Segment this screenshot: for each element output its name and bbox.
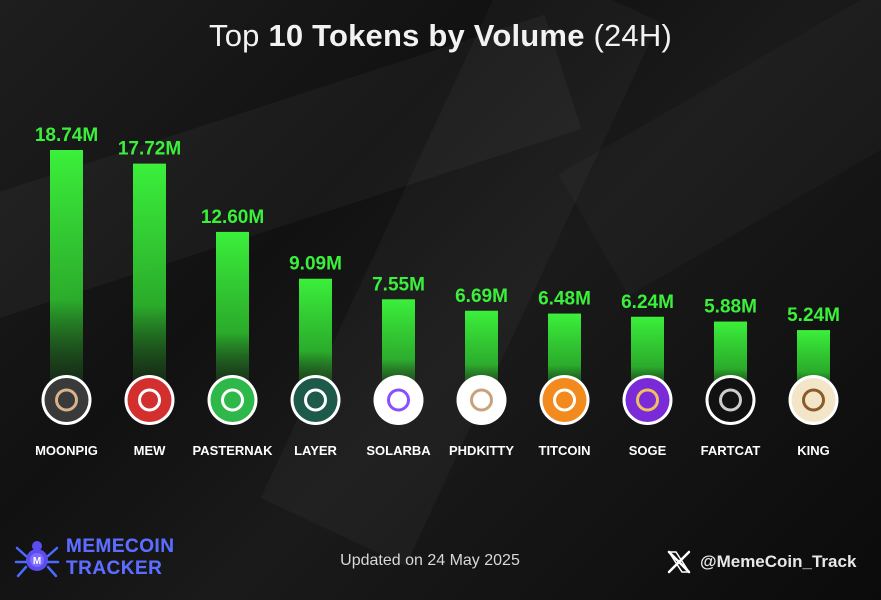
layer-icon: [290, 375, 341, 425]
titcoin-icon: [539, 375, 590, 425]
mew-icon: [124, 375, 175, 425]
svg-text:M: M: [33, 556, 41, 567]
category-label: LAYER: [294, 443, 337, 458]
value-label: 7.55M: [372, 274, 425, 295]
category-label: KING: [797, 443, 830, 458]
fartcat-icon: [705, 375, 756, 425]
category-label: SOGE: [629, 443, 667, 458]
title-light: Top: [209, 18, 260, 53]
value-label: 6.24M: [621, 292, 674, 313]
value-label: 17.72M: [118, 139, 181, 160]
bar-mew: [133, 163, 166, 400]
category-label: MEW: [134, 443, 167, 458]
bar-moonpig: [50, 150, 83, 400]
phdkitty-icon: [456, 375, 507, 425]
category-label: MOONPIG: [35, 443, 98, 458]
value-label: 6.48M: [538, 289, 591, 310]
value-label: 12.60M: [201, 207, 264, 228]
bar-pasternak: [216, 231, 249, 400]
category-label: TITCOIN: [539, 443, 591, 458]
value-label: 6.69M: [455, 286, 508, 307]
solarba-icon: [373, 375, 424, 425]
title-bold: 10 Tokens by Volume: [268, 18, 585, 53]
value-label: 5.88M: [704, 297, 757, 318]
x-logo-icon: [667, 550, 691, 574]
spider-logo-icon: M: [14, 541, 60, 578]
value-label: 9.09M: [289, 254, 342, 275]
brand-line2: TRACKER: [66, 558, 163, 579]
value-label: 5.24M: [787, 305, 840, 326]
value-label: 18.74M: [35, 125, 98, 146]
moonpig-icon: [41, 375, 92, 425]
category-label: PASTERNAK: [193, 443, 274, 458]
king-icon: [788, 375, 839, 425]
memecoin-tracker-logo: M MEMECOIN TRACKER: [14, 530, 214, 582]
chart-title: Top 10 Tokens by Volume (24H): [0, 18, 881, 54]
x-handle: @MemeCoin_Track: [700, 552, 857, 571]
pasternak-icon: [207, 375, 258, 425]
category-label: PHDKITTY: [449, 443, 514, 458]
category-label: FARTCAT: [701, 443, 761, 458]
brand-line1: MEMECOIN: [66, 536, 175, 557]
x-handle-link[interactable]: @MemeCoin_Track: [666, 548, 856, 576]
title-suffix: (24H): [593, 18, 672, 53]
updated-date: Updated on 24 May 2025: [340, 552, 520, 569]
soge-icon: [622, 375, 673, 425]
category-label: SOLARBA: [366, 443, 431, 458]
